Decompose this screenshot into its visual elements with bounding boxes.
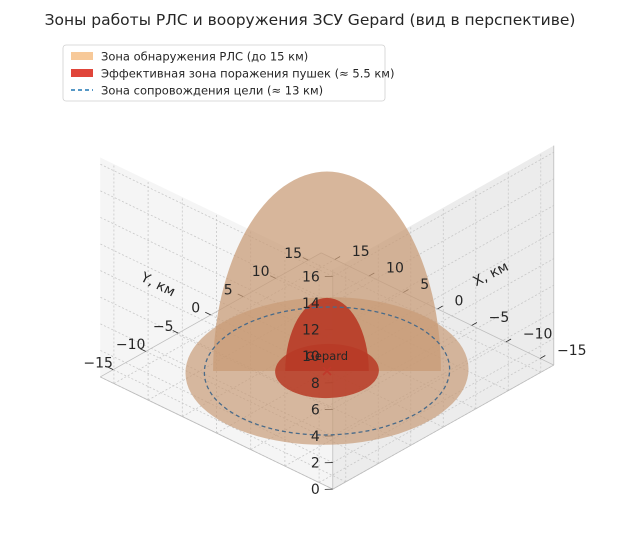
- y-tick-label: −15: [83, 355, 113, 371]
- engagement-zone-dome: [285, 297, 369, 371]
- x-tick-label: −10: [523, 327, 553, 343]
- x-tick: [437, 305, 443, 310]
- legend-label-detection: Зона обнаружения РЛС (до 15 км): [101, 50, 308, 64]
- legend: Зона обнаружения РЛС (до 15 км) Эффектив…: [62, 44, 394, 102]
- grid-line: [100, 216, 333, 330]
- z-tick-label: 14: [302, 296, 320, 312]
- x-tick-label: −15: [557, 343, 587, 359]
- y-tick: [172, 330, 179, 334]
- axis-edge: [100, 376, 333, 490]
- grid-line: [113, 369, 346, 483]
- z-tick-label: 4: [311, 429, 320, 445]
- center-marker: [322, 366, 332, 376]
- legend-label-tracking: Зона сопровождения цели (≈ 13 км): [101, 84, 323, 98]
- x-tick: [539, 355, 546, 359]
- z-tick-label: 2: [311, 456, 320, 472]
- z-tick-label: 6: [311, 402, 320, 418]
- y-tick: [140, 348, 146, 352]
- y-tick-label: 5: [224, 282, 233, 298]
- z-tick-label: 16: [302, 269, 320, 285]
- gepard-annotation: Gepard: [306, 349, 348, 363]
- grid-line: [100, 243, 333, 357]
- axis-edge: [332, 364, 554, 490]
- y-tick-label: 0: [191, 301, 200, 317]
- tracking-circle: [203, 306, 451, 436]
- y-tick-label: −5: [153, 319, 174, 335]
- x-tick-label: 0: [454, 294, 463, 310]
- legend-frame: [62, 44, 386, 102]
- y-tick: [107, 366, 114, 371]
- x-tick-label: −5: [489, 310, 510, 326]
- y-tick: [205, 311, 211, 316]
- z-tick-label: 0: [311, 482, 320, 498]
- x-tick: [471, 322, 478, 326]
- y-tick-label: 15: [284, 246, 302, 262]
- chart-title: Зоны работы РЛС и вооружения ЗСУ Gepard …: [45, 11, 576, 29]
- legend-swatch-detection: [71, 52, 93, 60]
- x-tick: [505, 338, 512, 343]
- y-tick-label: 10: [252, 264, 270, 280]
- grid-line: [100, 190, 333, 304]
- surfaces: [185, 171, 469, 445]
- z-tick-label: 8: [311, 376, 320, 392]
- legend-swatch-engagement: [71, 69, 93, 77]
- legend-label-engagement: Эффективная зона поражения пушек (≈ 5.5 …: [101, 67, 394, 81]
- z-tick-label: 12: [302, 323, 320, 339]
- x-tick-label: 5: [420, 277, 429, 293]
- detection-zone-dome: [213, 171, 441, 371]
- grid-line: [100, 163, 333, 277]
- overlay: Gepard: [203, 306, 451, 436]
- z-tick-label: 10: [302, 349, 320, 365]
- x-tick-label: 10: [386, 261, 404, 277]
- y-tick-label: −10: [116, 337, 146, 353]
- x-tick-label: 15: [352, 244, 370, 260]
